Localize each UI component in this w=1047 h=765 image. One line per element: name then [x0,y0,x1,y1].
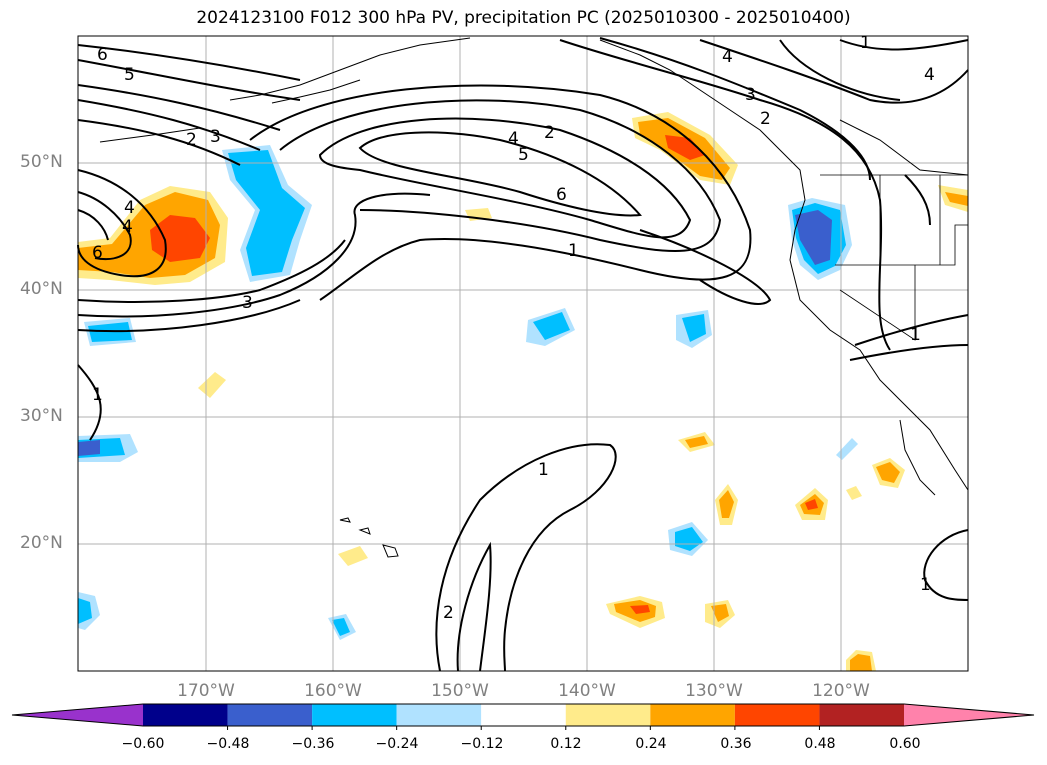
pv-contours [77,37,969,672]
gridlines [78,36,968,671]
precip-fill [665,135,705,160]
lon-label: 120°W [812,681,870,701]
contour-label: 1 [568,241,579,261]
contour-label: 4 [124,198,135,218]
precip-fill [711,604,729,622]
contour-label: 1 [910,325,921,345]
contour-label: 3 [745,85,756,105]
lat-label: 30°N [20,406,63,426]
contour-labels: 6 5 4 2 3 6 4 5 2 6 1 3 1 4 3 2 4 4 1 1 … [92,33,935,623]
contour-label: 4 [924,65,935,85]
contour-label: 1 [920,575,931,595]
colorbar-tick-label: −0.60 [121,736,165,752]
precip-fill [228,150,305,276]
contour-label: 6 [556,185,567,205]
colorbar-tick-label: −0.24 [375,736,419,752]
contour-label: 5 [518,145,529,165]
colorbar-tick-label: −0.36 [291,736,335,752]
contour-label: 1 [92,385,103,405]
contour-label: 4 [122,217,133,237]
colorbar-tick-label: −0.48 [206,736,250,752]
precip-fill [682,314,706,342]
lat-label: 20°N [20,533,63,553]
precip-fill [805,499,818,510]
precip-fill [198,372,226,398]
contour-label: 4 [508,129,519,149]
precip-fill [945,192,968,206]
lon-label: 160°W [304,681,362,701]
precip-fill [78,598,92,624]
colorbar-tick-label: 0.24 [635,736,667,752]
colorbar-outline [11,703,1035,727]
colorbar-segment [565,704,651,726]
contour-label: 3 [242,293,253,313]
lon-label: 170°W [177,681,235,701]
precip-fill [836,438,858,460]
precip-fill [795,210,832,265]
lon-label: 140°W [558,681,616,701]
contour-label: 5 [124,65,135,85]
colorbar-segment [312,704,397,726]
colorbar-segment [227,704,313,726]
precip-fill [332,618,350,636]
colorbar-segment [734,704,820,726]
colorbar-segment [819,704,904,726]
map-frame [77,35,969,672]
contour-label: 1 [860,33,871,53]
colorbar-tick-label: 0.12 [550,736,582,752]
chart-title: 2024123100 F012 300 hPa PV, precipitatio… [196,8,851,28]
contour-label: 6 [92,243,103,263]
colorbar-tick-label: −0.12 [460,736,504,752]
precip-fill [876,462,900,483]
precip-fills [78,112,968,671]
precip-fill [78,440,100,456]
colorbar-extend-low [12,704,143,726]
precip-fill [719,490,734,518]
precip-fill [685,436,708,448]
lat-label: 40°N [20,279,63,299]
contour-label: 2 [443,603,454,623]
colorbar [11,703,1035,730]
contour-label: 6 [97,45,108,65]
colorbar-segment [396,704,482,726]
contour-label: 2 [544,123,555,143]
colorbar-tick-label: 0.60 [889,736,921,752]
colorbar-tick-label: 0.36 [720,736,752,752]
coastlines [99,37,969,558]
precip-fill [533,312,570,340]
precip-fill [850,654,872,671]
colorbar-tick-label: 0.48 [804,736,836,752]
lon-label: 130°W [685,681,743,701]
colorbar-segment [143,704,228,726]
map-panel: 6 5 4 2 3 6 4 5 2 6 1 3 1 4 3 2 4 4 1 1 … [77,33,969,672]
precip-fill [630,605,650,614]
contour-label: 2 [186,130,197,150]
colorbar-extend-high [904,704,1034,726]
precip-fill [675,527,703,551]
precip-fill [338,546,368,566]
precip-fill [846,486,862,500]
lon-label: 150°W [431,681,489,701]
contour-label: 1 [538,460,549,480]
contour-label: 2 [760,109,771,129]
lat-label: 50°N [20,152,63,172]
contour-label: 4 [722,47,733,67]
contour-label: 3 [210,127,221,147]
colorbar-segment [650,704,735,726]
colorbar-segment [481,704,566,726]
